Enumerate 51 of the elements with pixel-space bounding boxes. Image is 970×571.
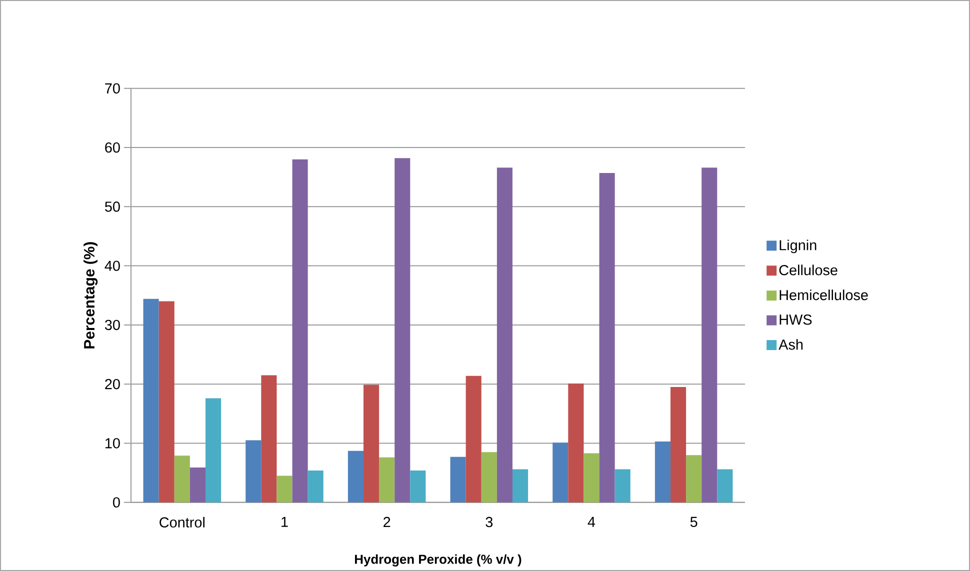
bar [348, 450, 364, 502]
y-tick-label: 30 [104, 320, 120, 330]
bar [190, 467, 206, 502]
legend-label: Hemicellulose [780, 290, 868, 300]
bar [308, 470, 324, 502]
x-tick-label: 5 [690, 516, 698, 527]
legend-label: Lignin [780, 240, 816, 254]
bar [614, 469, 630, 502]
bar [512, 469, 528, 502]
y-tick-label: 10 [106, 438, 120, 448]
bar [450, 456, 466, 502]
x-tick-label: Control [160, 516, 204, 528]
bar [394, 158, 410, 502]
bar [363, 384, 380, 502]
x-axis-title: Hydrogen Peroxide (% v/v ) [355, 554, 522, 566]
bar [205, 398, 222, 502]
bar [379, 457, 395, 502]
y-tick-label: 0 [113, 497, 120, 508]
legend-label: Ash [778, 339, 803, 350]
bar [410, 470, 426, 502]
x-tick-label: 3 [486, 516, 493, 528]
y-tick-label: 20 [105, 378, 120, 390]
x-tick-label: 1 [282, 516, 288, 527]
bar [568, 384, 584, 502]
bar [670, 387, 686, 502]
x-tick-label: 2 [384, 516, 390, 527]
bar [599, 172, 615, 502]
bar [702, 168, 718, 502]
bar [276, 476, 292, 502]
bar [654, 441, 670, 502]
bar [466, 376, 482, 502]
bar [717, 469, 733, 502]
bar [174, 456, 190, 502]
legend-label: Cellulose [779, 264, 838, 276]
bar [158, 301, 174, 502]
y-tick-label: 50 [104, 202, 120, 212]
bar [584, 453, 600, 502]
bar [552, 442, 568, 502]
bar [246, 440, 262, 502]
bar [261, 375, 277, 502]
y-axis-title: Percentage (%) [84, 242, 98, 348]
bar [292, 159, 308, 502]
y-tick-label: 40 [104, 260, 120, 271]
bar [481, 452, 497, 502]
y-tick-label: 70 [105, 83, 120, 94]
bar [686, 455, 702, 502]
bar [143, 298, 159, 502]
bar [496, 168, 512, 502]
x-tick-label: 4 [588, 516, 596, 527]
y-tick-label: 60 [105, 142, 120, 153]
legend-label: HWS [780, 314, 812, 325]
